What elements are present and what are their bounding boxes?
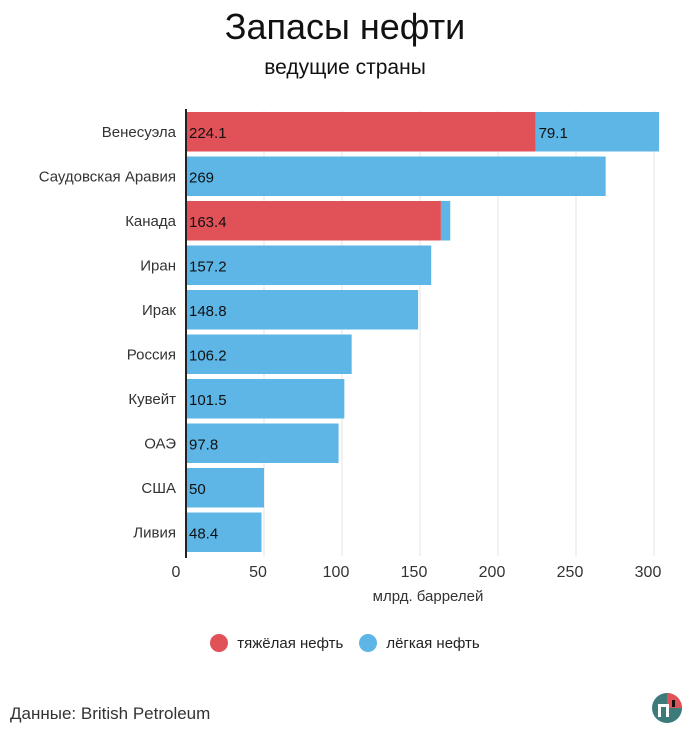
bar-segment <box>186 512 262 552</box>
bar-segment <box>186 201 441 241</box>
legend: тяжёлая нефть лёгкая нефть <box>0 634 690 652</box>
legend-item-light: лёгкая нефть <box>359 634 480 652</box>
x-tick-label: 0 <box>172 564 181 581</box>
data-label: 148.8 <box>189 303 227 320</box>
category-label: Венесуэла <box>102 124 177 141</box>
x-tick-label: 250 <box>557 564 584 581</box>
data-label: 163.4 <box>189 214 227 231</box>
x-tick-label: 50 <box>249 564 267 581</box>
data-label: 48.4 <box>189 525 218 542</box>
category-label: Ливия <box>133 524 176 541</box>
data-label: 50 <box>189 481 206 498</box>
chart-title: Запасы нефти <box>224 6 466 47</box>
bars <box>186 112 659 552</box>
bar-segment <box>535 112 659 152</box>
category-label: Иран <box>140 257 176 274</box>
category-label: Россия <box>127 346 176 363</box>
chart-subtitle: ведущие страны <box>264 56 426 79</box>
bar-segment <box>186 379 345 419</box>
category-label: Кувейт <box>128 391 176 408</box>
bar-segment <box>186 156 606 196</box>
legend-label-heavy: тяжёлая нефть <box>237 634 344 652</box>
bar-segment <box>186 245 432 285</box>
x-tick-label: 100 <box>323 564 350 581</box>
data-label: 157.2 <box>189 258 227 275</box>
data-label: 224.1 <box>189 125 227 142</box>
category-label: Ирак <box>142 302 176 319</box>
category-label: США <box>141 480 176 497</box>
data-label: 106.2 <box>189 347 227 364</box>
legend-swatch-heavy <box>210 634 229 652</box>
bar-segment <box>186 290 419 330</box>
bar-segment <box>186 423 339 463</box>
category-label: Канада <box>125 213 176 230</box>
category-label: ОАЭ <box>144 435 176 452</box>
data-source: Данные: British Petroleum <box>10 704 211 723</box>
data-label: 97.8 <box>189 436 218 453</box>
category-labels: Венесуэла Саудовская Аравия Канада Иран Ирак… <box>39 124 177 542</box>
bar-segment <box>186 334 352 374</box>
bar-segment <box>186 468 264 508</box>
data-label: 79.1 <box>539 125 568 142</box>
x-tick-label: 150 <box>401 564 428 581</box>
data-label: 101.5 <box>189 392 227 409</box>
x-axis-label: млрд. баррелей <box>373 588 484 605</box>
legend-item-heavy: тяжёлая нефть <box>210 634 343 652</box>
x-axis-ticks: 0 50 100 150 200 250 300 <box>172 564 662 581</box>
x-tick-label: 300 <box>635 564 662 581</box>
bar-chart: 224.1 79.1 269 163.4 157.2 148.8 106.2 101.5 97.… <box>39 109 662 605</box>
legend-label-light: лёгкая нефть <box>386 634 480 652</box>
publisher-logo-icon <box>652 693 682 723</box>
category-label: Саудовская Аравия <box>39 168 176 185</box>
bar-segment <box>186 112 536 152</box>
data-label: 269 <box>189 169 214 186</box>
x-tick-label: 200 <box>479 564 506 581</box>
legend-swatch-light <box>359 634 378 652</box>
bar-segment <box>440 201 451 241</box>
data-labels: 224.1 79.1 269 163.4 157.2 148.8 106.2 101.5 97.… <box>189 125 568 543</box>
